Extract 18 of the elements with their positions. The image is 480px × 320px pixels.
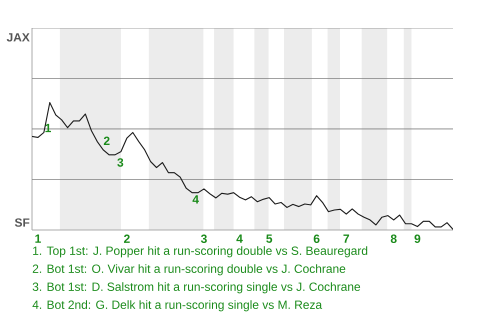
x-tick-label: 3 — [200, 234, 207, 244]
annotation: 4 — [192, 195, 199, 204]
annotation: 2 — [104, 136, 110, 145]
x-tick-label: 5 — [266, 234, 272, 243]
text: JAX — [6, 33, 30, 42]
text: 3. Bot 1st: D. Salstrom hit a run-scoring single vs J. Cochrane — [32, 282, 360, 294]
x-tick-label: 6 — [314, 234, 320, 243]
x-tick-label: 1 — [35, 234, 41, 243]
x-tick-label: 9 — [414, 234, 420, 243]
x-tick-label: 2 — [124, 234, 130, 243]
x-tick-label: 7 — [343, 234, 350, 243]
text: 4. Bot 2nd: G. Delk hit a run-scoring single vs M. Reza — [32, 300, 322, 312]
x-tick-label: 8 — [390, 234, 397, 243]
annotation: 3 — [117, 158, 124, 167]
text: 1. Top 1st: J. Popper hit a run-scoring double vs S. Beauregard — [33, 246, 368, 258]
text: 2. Bot 1st: O. Vivar hit a run-scoring double vs J. Cochrane — [32, 264, 346, 276]
x-tick-label: 4 — [236, 234, 243, 243]
text: SF — [14, 218, 30, 227]
